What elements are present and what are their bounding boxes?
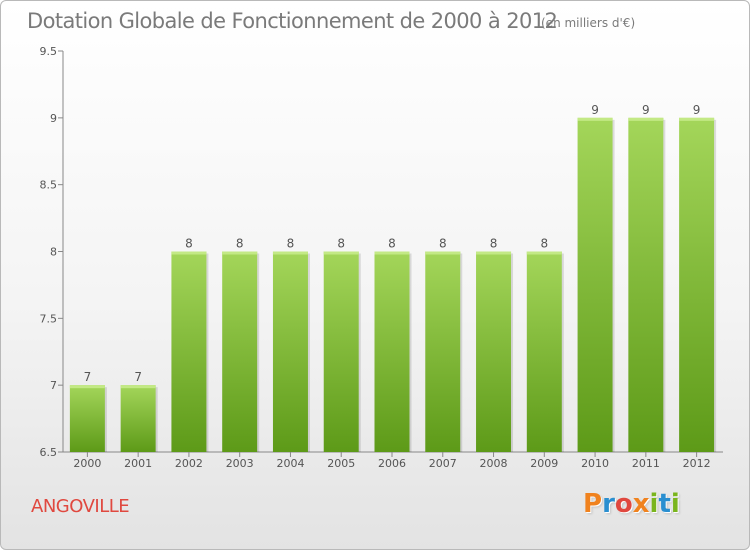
bar-value-label: 8 bbox=[337, 237, 345, 251]
bar-top-highlight bbox=[476, 251, 512, 255]
bar-shadow bbox=[511, 253, 514, 452]
bar-2002 bbox=[171, 251, 207, 452]
bar-value-label: 7 bbox=[134, 370, 142, 384]
bar-top-highlight bbox=[425, 251, 461, 255]
bar-value-label: 8 bbox=[185, 237, 193, 251]
bar-value-label: 9 bbox=[591, 103, 599, 117]
bar-top-highlight bbox=[171, 251, 207, 255]
bar-value-label: 7 bbox=[84, 370, 92, 384]
bar-shadow bbox=[612, 119, 615, 452]
bar-2011 bbox=[628, 117, 664, 452]
logo-letter: r bbox=[602, 489, 615, 519]
bar-value-label: 9 bbox=[693, 103, 701, 117]
bar-2008 bbox=[476, 251, 512, 452]
bar-value-label: 8 bbox=[439, 237, 447, 251]
y-tick-label: 6.5 bbox=[40, 446, 58, 459]
bar-2010 bbox=[577, 117, 613, 452]
bar-2000 bbox=[69, 385, 105, 452]
x-tick-label: 2008 bbox=[480, 457, 508, 470]
bar-shadow bbox=[358, 253, 361, 452]
bar-top-highlight bbox=[120, 385, 156, 389]
bar-shadow bbox=[104, 387, 107, 452]
bar-top-highlight bbox=[577, 117, 613, 121]
bar-top-highlight bbox=[272, 251, 308, 255]
bar-value-label: 8 bbox=[287, 237, 295, 251]
bar-value-label: 9 bbox=[642, 103, 650, 117]
x-tick-label: 2011 bbox=[632, 457, 660, 470]
logo-letter: o bbox=[614, 489, 633, 519]
logo-letter: P bbox=[583, 489, 603, 519]
bar-2001 bbox=[120, 385, 156, 452]
y-tick-label: 8 bbox=[50, 246, 57, 259]
chart-title: Dotation Globale de Fonctionnement de 20… bbox=[27, 9, 558, 33]
y-tick-label: 9.5 bbox=[40, 45, 58, 58]
bar-top-highlight bbox=[628, 117, 664, 121]
bar-2007 bbox=[425, 251, 461, 452]
chart-axes: 6.5 7 7.5 8 8.5 9 9.5 2000 2001 2002 2003 2004 2005 2… bbox=[40, 45, 723, 470]
x-tick-label: 2001 bbox=[124, 457, 152, 470]
y-tick-label: 7 bbox=[50, 379, 57, 392]
x-tick-label: 2003 bbox=[226, 457, 254, 470]
x-tick-label: 2005 bbox=[327, 457, 355, 470]
bar-value-label: 8 bbox=[236, 237, 244, 251]
x-tick-label: 2010 bbox=[581, 457, 609, 470]
x-tick-label: 2004 bbox=[276, 457, 304, 470]
proxiti-logo[interactable]: Proxiti bbox=[583, 489, 680, 519]
x-tick-label: 2007 bbox=[429, 457, 457, 470]
x-tick-label: 2009 bbox=[530, 457, 558, 470]
chart-bars bbox=[69, 117, 717, 452]
bar-top-highlight bbox=[69, 385, 105, 389]
bar-shadow bbox=[561, 253, 564, 452]
logo-letter: x bbox=[632, 489, 650, 519]
y-tick-label: 7.5 bbox=[40, 312, 58, 325]
y-tick-label: 9 bbox=[50, 112, 57, 125]
bar-value-label: 8 bbox=[388, 237, 396, 251]
logo-letter: i bbox=[670, 489, 680, 519]
chart-labels: 7 7 8 8 8 8 8 8 8 8 9 9 9 bbox=[84, 103, 701, 384]
x-tick-label: 2012 bbox=[683, 457, 711, 470]
bar-top-highlight bbox=[679, 117, 715, 121]
bar-value-label: 8 bbox=[540, 237, 548, 251]
bar-top-highlight bbox=[323, 251, 359, 255]
y-tick-label: 8.5 bbox=[40, 179, 58, 192]
bar-shadow bbox=[409, 253, 412, 452]
bar-2003 bbox=[222, 251, 258, 452]
bar-shadow bbox=[714, 119, 717, 452]
bar-shadow bbox=[307, 253, 310, 452]
commune-name: ANGOVILLE bbox=[31, 496, 130, 517]
logo-letter: i bbox=[649, 489, 659, 519]
bar-shadow bbox=[257, 253, 260, 452]
bar-shadow bbox=[206, 253, 209, 452]
bar-2009 bbox=[526, 251, 562, 452]
logo-letter: t bbox=[658, 489, 671, 519]
bar-shadow bbox=[155, 387, 158, 452]
x-tick-label: 2002 bbox=[175, 457, 203, 470]
bar-2006 bbox=[374, 251, 410, 452]
bar-2004 bbox=[272, 251, 308, 452]
bar-shadow bbox=[460, 253, 463, 452]
bar-top-highlight bbox=[374, 251, 410, 255]
bar-value-label: 8 bbox=[490, 237, 498, 251]
bar-top-highlight bbox=[222, 251, 258, 255]
x-tick-label: 2000 bbox=[73, 457, 101, 470]
bar-2012 bbox=[679, 117, 715, 452]
bar-shadow bbox=[663, 119, 666, 452]
chart-unit: (en milliers d'€) bbox=[541, 16, 636, 30]
bar-2005 bbox=[323, 251, 359, 452]
x-tick-label: 2006 bbox=[378, 457, 406, 470]
bar-top-highlight bbox=[526, 251, 562, 255]
